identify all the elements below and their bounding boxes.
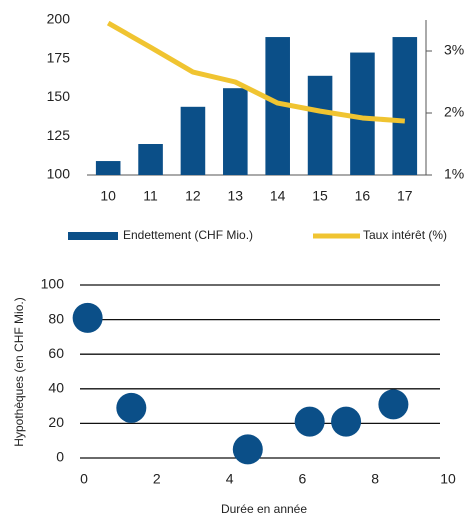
point: [72, 302, 103, 333]
legend-label: Taux intérêt (%): [363, 228, 447, 242]
y-tick-label: 100: [47, 166, 71, 182]
y2-tick-label: 3%: [444, 42, 464, 58]
y-tick-label: 100: [41, 276, 65, 292]
point: [116, 392, 147, 423]
y2-tick-label: 1%: [444, 166, 464, 182]
bar: [180, 106, 206, 175]
bar: [392, 37, 418, 175]
x-axis-label: Durée en année: [221, 502, 307, 516]
point: [294, 406, 325, 437]
bar: [307, 75, 333, 175]
y2-tick-label: 2%: [444, 104, 464, 120]
x-tick-label: 10: [440, 471, 456, 487]
x-tick-label: 16: [355, 188, 371, 204]
legend-label: Endettement (CHF Mio.): [123, 228, 253, 242]
y-tick-label: 175: [47, 49, 71, 65]
x-tick-label: 8: [371, 471, 379, 487]
x-tick-label: 6: [299, 471, 307, 487]
y-tick-label: 20: [48, 414, 64, 430]
y-tick-label: 125: [47, 127, 71, 143]
line: [106, 20, 405, 124]
bar: [95, 161, 121, 175]
x-tick-label: 4: [226, 471, 234, 487]
y-tick-label: 0: [56, 449, 64, 465]
x-tick-label: 11: [143, 188, 158, 204]
x-tick-label: 0: [80, 471, 88, 487]
x-tick-label: 14: [270, 188, 286, 204]
x-tick-label: 13: [228, 188, 244, 204]
y-tick-label: 60: [48, 345, 64, 361]
y-tick-label: 40: [48, 380, 64, 396]
x-tick-label: 2: [153, 471, 161, 487]
x-tick-label: 17: [397, 188, 413, 204]
legend-swatch: [68, 232, 118, 240]
y-tick-label: 150: [47, 88, 71, 104]
bar: [350, 52, 375, 175]
point: [331, 406, 362, 437]
point: [378, 389, 409, 420]
x-tick-label: 12: [185, 188, 201, 204]
x-tick-label: 15: [312, 188, 328, 204]
point: [232, 434, 263, 465]
bar: [223, 88, 248, 175]
bar: [138, 144, 163, 175]
y-tick-label: 200: [47, 11, 71, 27]
y-axis-label: Hypothèques (en CHF Mio.): [12, 297, 26, 446]
y-tick-label: 80: [48, 310, 64, 326]
x-tick-label: 10: [100, 188, 116, 204]
